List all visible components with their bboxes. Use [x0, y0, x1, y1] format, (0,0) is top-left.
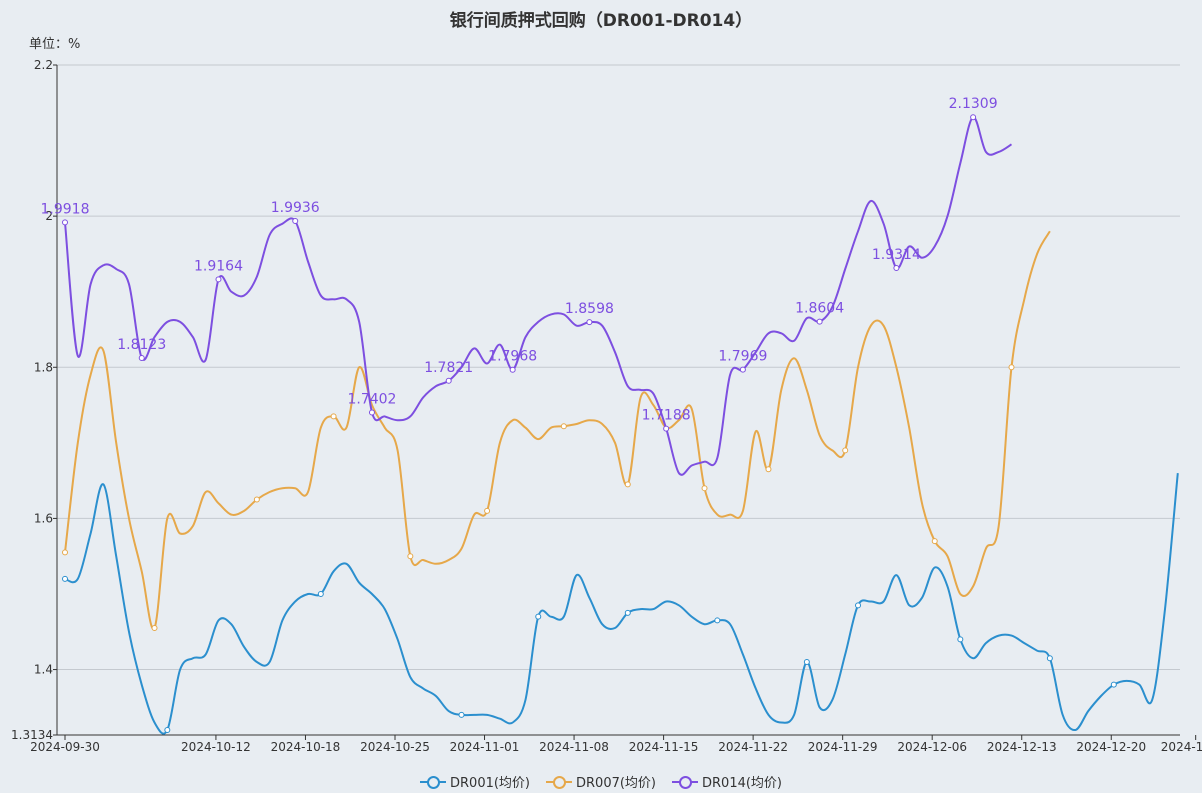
chart-title: 银行间质押式回购（DR001-DR014） [449, 11, 753, 31]
y-tick-label: 1.8 [34, 360, 53, 374]
legend-label: DR001(均价) [450, 776, 530, 791]
x-tick-label: 2024-11-22 [718, 740, 788, 754]
x-tick-label: 2024-11-01 [450, 740, 520, 754]
legend-item-2[interactable]: DR007(均价) [546, 772, 656, 791]
data-label: 1.7402 [347, 391, 396, 407]
data-point-marker[interactable] [765, 466, 772, 473]
data-point-marker[interactable] [292, 217, 299, 224]
data-label: 2.1309 [949, 96, 998, 112]
data-point-marker[interactable] [407, 553, 414, 560]
x-tick-label: 2024-12-13 [987, 740, 1057, 754]
x-tick-label: 2024-10-12 [181, 740, 251, 754]
y-tick-label: 2.2 [34, 58, 53, 72]
data-point-marker[interactable] [368, 409, 375, 416]
data-label: 1.7821 [424, 360, 473, 376]
data-point-marker[interactable] [560, 423, 567, 430]
data-label: 1.8604 [795, 301, 844, 317]
data-point-marker[interactable] [138, 354, 145, 361]
x-tick-label: 2024-11-15 [629, 740, 699, 754]
data-label: 1.7969 [718, 349, 767, 365]
data-label: 1.9936 [271, 200, 320, 216]
series-line[interactable] [64, 230, 1051, 630]
data-point-marker[interactable] [62, 575, 68, 582]
data-point-marker[interactable] [535, 613, 542, 620]
data-point-marker[interactable] [1046, 655, 1053, 662]
data-point-marker[interactable] [1110, 681, 1117, 688]
series-1 [62, 473, 1179, 735]
data-point-marker[interactable] [624, 609, 631, 616]
unit-label: 单位：% [29, 37, 81, 52]
x-tick-label: 2024-11-08 [539, 740, 609, 754]
data-point-marker[interactable] [1008, 364, 1015, 371]
data-point-marker[interactable] [62, 549, 68, 556]
point-labels: 1.9918 1.8123 1.9164 1.9936 1.7402 1.7821 1.79… [41, 96, 998, 423]
y-tick-label: 1.4 [34, 663, 53, 677]
data-point-marker[interactable] [739, 366, 746, 373]
data-point-marker[interactable] [484, 507, 491, 514]
data-point-marker[interactable] [253, 496, 260, 503]
data-point-marker[interactable] [215, 276, 222, 283]
series-line[interactable] [64, 116, 1013, 476]
x-tick-label: 2024-12-06 [897, 740, 967, 754]
x-tick-label: 2024-11-29 [808, 740, 878, 754]
legend-item-1[interactable]: DR001(均价) [420, 772, 530, 791]
data-label: 1.7188 [642, 408, 691, 424]
x-tick-label: 2024-12-27 [1161, 740, 1202, 754]
data-point-marker[interactable] [816, 318, 823, 325]
legend-label: DR007(均价) [576, 776, 656, 791]
data-point-marker[interactable] [330, 413, 337, 420]
y-tick-label: 1.6 [34, 511, 53, 525]
data-point-marker[interactable] [957, 636, 964, 643]
data-point-marker[interactable] [164, 727, 171, 734]
data-point-marker[interactable] [714, 617, 721, 624]
data-point-marker[interactable] [701, 485, 708, 492]
data-label: 1.9164 [194, 258, 243, 274]
y-tick-label: 1.3134 [11, 728, 53, 742]
data-point-marker[interactable] [624, 481, 631, 488]
x-tick-label: 2024-09-30 [30, 740, 100, 754]
data-label: 1.7968 [488, 349, 537, 365]
series-2 [62, 230, 1051, 631]
data-label: 1.8598 [565, 301, 614, 317]
data-label: 1.8123 [117, 337, 166, 353]
data-point-marker[interactable] [842, 447, 849, 454]
legend-symbol-icon [546, 775, 572, 789]
legend-label: DR014(均价) [702, 776, 782, 791]
data-point-marker[interactable] [893, 264, 900, 271]
series-lines [62, 114, 1179, 735]
x-tick-label: 2024-12-20 [1076, 740, 1146, 754]
data-point-marker[interactable] [586, 319, 593, 326]
legend-item-3[interactable]: DR014(均价) [672, 772, 782, 791]
data-point-marker[interactable] [445, 377, 452, 384]
legend-symbol-icon [672, 775, 698, 789]
y-tick-label: 2 [45, 209, 53, 223]
data-point-marker[interactable] [931, 538, 938, 545]
data-label: 1.9918 [41, 201, 90, 217]
data-label: 1.9314 [872, 247, 921, 263]
data-point-marker[interactable] [317, 590, 324, 597]
data-point-marker[interactable] [62, 219, 68, 226]
data-point-marker[interactable] [509, 366, 516, 373]
data-point-marker[interactable] [663, 425, 670, 432]
legend-symbol-icon [420, 775, 446, 789]
axes: 1.3134 1.4 1.6 1.8 2 2.2 2024-09-30 2024-10-12 2… [11, 58, 1202, 754]
legend: DR001(均价) DR007(均价) DR014(均价) [0, 772, 1202, 791]
x-tick-label: 2024-10-18 [271, 740, 341, 754]
gridlines [57, 64, 1180, 671]
x-tick-label: 2024-10-25 [360, 740, 430, 754]
data-point-marker[interactable] [803, 658, 810, 665]
data-point-marker[interactable] [458, 711, 465, 718]
series-3 [62, 114, 1013, 476]
data-point-marker[interactable] [855, 602, 862, 609]
data-point-marker[interactable] [970, 114, 977, 121]
series-line[interactable] [64, 473, 1179, 735]
data-point-marker[interactable] [151, 624, 158, 631]
